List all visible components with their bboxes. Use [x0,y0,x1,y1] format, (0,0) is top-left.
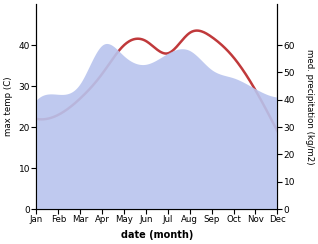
Y-axis label: med. precipitation (kg/m2): med. precipitation (kg/m2) [305,49,314,164]
Y-axis label: max temp (C): max temp (C) [4,77,13,136]
X-axis label: date (month): date (month) [121,230,193,240]
